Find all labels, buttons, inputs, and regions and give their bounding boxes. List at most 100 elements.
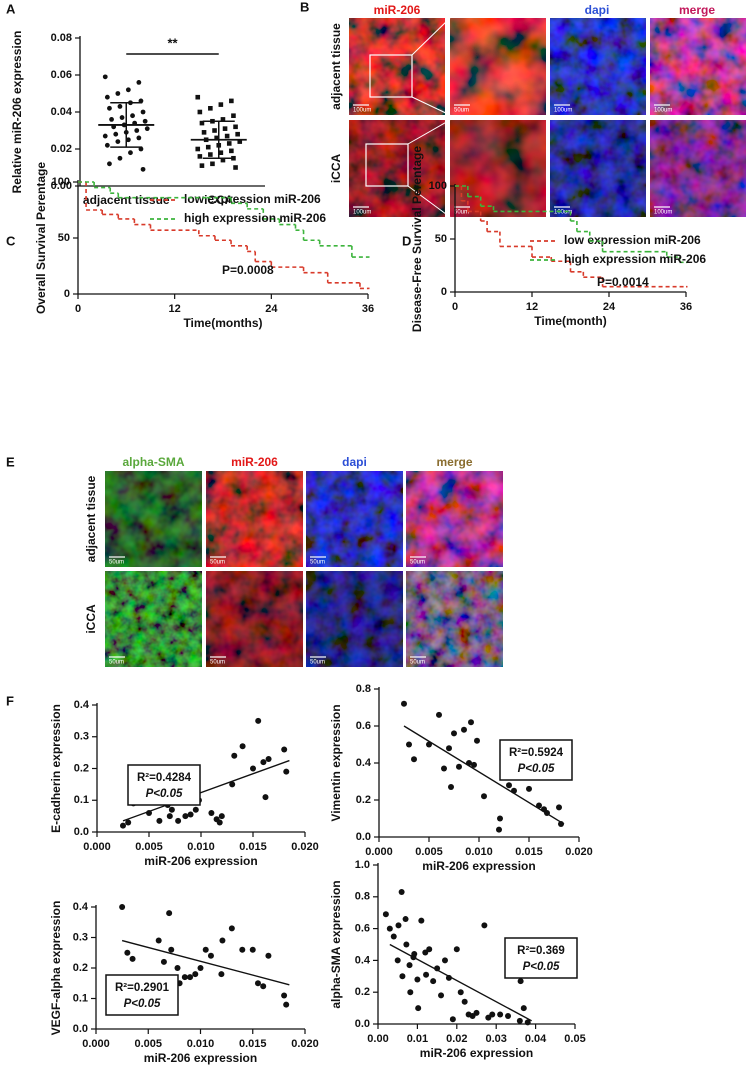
y-tick-label: 0.6: [356, 720, 371, 732]
data-point: [461, 998, 468, 1005]
y-tick-label: 0.2: [356, 794, 371, 806]
x-tick-label: 0.000: [365, 846, 393, 858]
legend-label: high expression miR-206: [184, 211, 326, 225]
data-point: [119, 904, 126, 910]
data-point: [109, 117, 114, 122]
data-point: [414, 976, 421, 983]
data-point: [181, 974, 188, 981]
data-point: [441, 957, 448, 964]
data-point: [166, 910, 173, 917]
scale-bar-label: 50um: [454, 210, 469, 216]
micrograph-texture: [650, 18, 746, 115]
y-tick-label: 0: [441, 286, 447, 298]
trend-line: [121, 939, 290, 986]
y-tick-label: 0.00: [51, 180, 72, 192]
micrograph-texture: [105, 471, 202, 567]
y-axis-label: E-cadherin expression: [49, 704, 63, 833]
data-point: [195, 94, 201, 100]
x-axis-label: miR-206 expression: [422, 859, 535, 873]
data-point: [451, 730, 457, 737]
data-point: [497, 815, 503, 822]
x-tick-label: 0.015: [239, 1038, 267, 1050]
y-tick-label: 0.0: [73, 1023, 88, 1035]
data-point: [516, 1017, 523, 1024]
data-point: [125, 87, 131, 93]
data-point: [386, 925, 393, 932]
data-point: [202, 946, 209, 953]
data-point: [102, 74, 108, 80]
data-point: [117, 104, 123, 109]
data-point: [250, 765, 256, 772]
data-point: [233, 165, 238, 170]
data-point: [411, 756, 417, 763]
data-point: [195, 146, 201, 152]
data-point: [526, 785, 532, 792]
y-axis-label: Relative miR-206 expression: [10, 31, 24, 194]
data-point: [505, 1013, 512, 1020]
data-point: [115, 91, 121, 96]
data-point: [140, 109, 146, 115]
data-point: [107, 161, 112, 167]
x-axis-label: Time(month): [534, 314, 606, 328]
p-value: P<0.05: [518, 763, 555, 775]
panel-label: B: [300, 0, 309, 14]
data-point: [436, 711, 442, 718]
y-tick-label: 0.8: [356, 683, 371, 695]
scale-bar-label: 50um: [454, 108, 469, 114]
data-point: [453, 946, 460, 953]
p-value: P<0.05: [146, 788, 183, 800]
x-tick-label: 0.05: [564, 1033, 585, 1045]
data-point: [117, 155, 123, 161]
x-tick-label: 0.015: [239, 841, 267, 853]
data-point: [214, 135, 219, 141]
data-point: [128, 150, 133, 156]
scale-bar-label: 50um: [109, 660, 124, 666]
y-axis-label: alpha-SMA expression: [329, 880, 343, 1008]
data-point: [249, 946, 256, 953]
p-value: P=0.0014: [597, 275, 649, 289]
y-tick-label: 0: [64, 288, 70, 300]
x-axis-label: miR-206 expression: [144, 1051, 257, 1065]
data-point: [496, 826, 502, 833]
data-point: [283, 1001, 290, 1008]
data-point: [156, 817, 163, 824]
data-point: [168, 946, 175, 953]
column-label: dapi: [342, 455, 367, 469]
data-point: [220, 157, 226, 163]
data-point: [474, 737, 480, 744]
data-point: [239, 743, 246, 750]
x-tick-label: 0: [75, 303, 81, 315]
data-point: [235, 131, 240, 137]
x-tick-label: 0.005: [135, 841, 163, 853]
data-point: [142, 118, 148, 124]
x-tick-label: 0: [452, 301, 458, 313]
y-tick-label: 0.04: [51, 106, 73, 118]
micrograph-texture: [550, 18, 646, 115]
y-tick-label: 0.4: [73, 901, 89, 913]
r-squared: R²=0.5924: [509, 747, 564, 759]
scale-bar-label: 100um: [353, 108, 371, 114]
panel-label: A: [6, 1, 16, 16]
data-point: [231, 752, 238, 759]
y-tick-label: 0.2: [74, 762, 89, 774]
scale-bar-label: 50um: [310, 660, 325, 666]
data-point: [481, 793, 487, 800]
scale-bar-label: 50um: [109, 560, 124, 566]
data-point: [174, 965, 181, 971]
p-value: P=0.0008: [222, 263, 274, 277]
data-point: [104, 142, 110, 148]
column-label: dapi: [585, 3, 610, 17]
significance-label: **: [167, 35, 178, 50]
annotation-box: [504, 937, 578, 979]
data-point: [199, 163, 205, 168]
data-point: [265, 755, 272, 762]
data-point: [468, 719, 474, 726]
data-point: [107, 105, 112, 111]
x-tick-label: 24: [603, 301, 616, 313]
data-point: [407, 989, 414, 996]
y-tick-label: 100: [52, 176, 70, 188]
data-point: [237, 139, 243, 144]
data-point: [228, 925, 235, 932]
x-tick-label: 0.02: [446, 1033, 467, 1045]
scale-bar-label: 50um: [410, 560, 425, 566]
